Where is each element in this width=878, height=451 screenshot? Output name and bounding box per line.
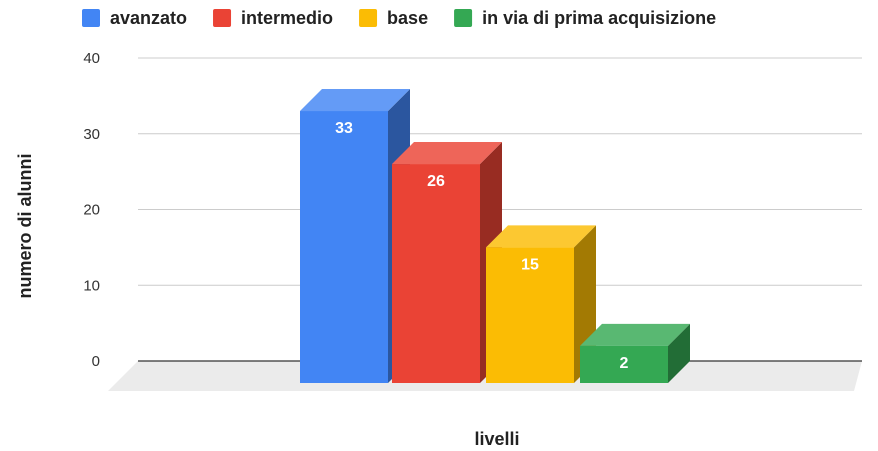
legend-swatch — [359, 9, 378, 27]
data-label: 33 — [335, 120, 353, 137]
y-tick-label: 40 — [83, 50, 100, 67]
bar-front — [486, 247, 574, 383]
data-label: 26 — [427, 173, 445, 190]
bars — [300, 89, 690, 384]
legend-swatch — [82, 9, 100, 27]
bar-front — [580, 345, 668, 383]
data-labels: 33 26 15 2 — [335, 120, 628, 372]
y-tick-label: 20 — [83, 202, 100, 219]
legend-swatch — [213, 9, 232, 27]
bar-4 — [580, 323, 690, 383]
y-tick-label: 10 — [83, 277, 100, 294]
x-axis-label: livelli — [474, 429, 519, 449]
legend-label: intermedio — [241, 8, 333, 28]
bar-top — [392, 142, 502, 165]
bar-top — [486, 225, 596, 248]
y-tick-label: 30 — [83, 126, 100, 143]
legend-label: base — [387, 8, 428, 28]
bar-top — [300, 89, 410, 112]
legend-label: avanzato — [110, 8, 187, 28]
y-tick-label: 0 — [92, 353, 100, 370]
legend-item: intermedio — [213, 8, 333, 28]
bar-side — [668, 323, 690, 383]
bar-2 — [392, 142, 502, 383]
bar-top — [580, 323, 690, 346]
bar-1 — [300, 89, 410, 384]
bar-front — [392, 164, 480, 383]
legend-swatch — [454, 9, 473, 27]
legend: avanzato intermedio base in via di prima ac… — [82, 8, 716, 28]
bar-front — [300, 111, 388, 384]
legend-item: base — [359, 8, 428, 28]
legend-item: in via di prima acquisizione — [454, 8, 716, 28]
legend-item: avanzato — [82, 8, 187, 28]
y-axis-ticks: 0 10 20 30 40 — [83, 50, 100, 370]
y-axis-label: numero di alunni — [15, 153, 35, 298]
data-label: 2 — [620, 355, 629, 372]
data-label: 15 — [521, 256, 539, 273]
bar-3 — [486, 225, 596, 383]
legend-label: in via di prima acquisizione — [482, 8, 716, 28]
